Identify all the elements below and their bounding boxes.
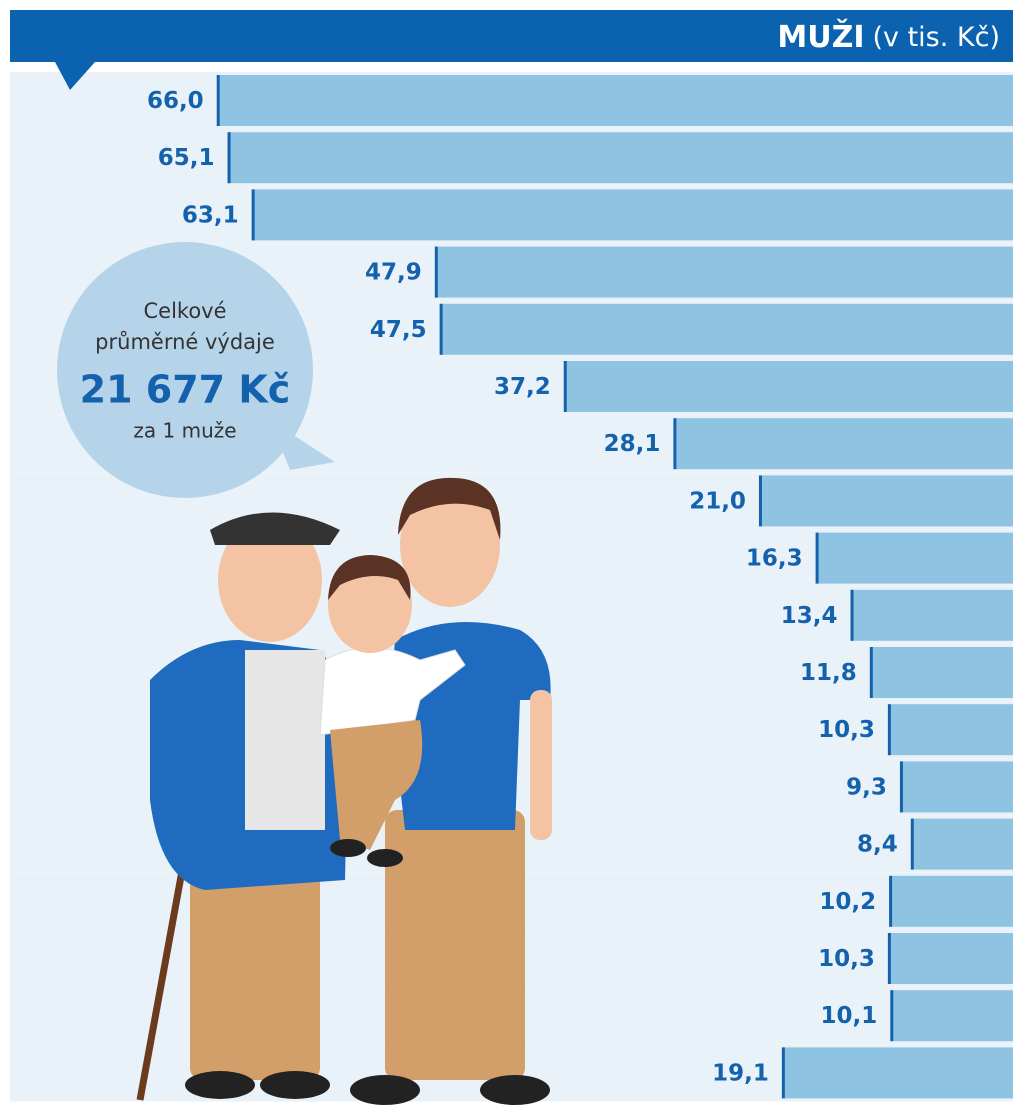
- bar: [759, 475, 1013, 527]
- bar-edge: [673, 418, 677, 470]
- bar-edge: [850, 589, 854, 641]
- value-label: 10,2: [819, 889, 876, 915]
- shoe: [260, 1071, 330, 1099]
- value-label: 10,1: [821, 1003, 878, 1029]
- shoe: [480, 1075, 550, 1105]
- value-label: 13,4: [781, 603, 838, 629]
- bar: [891, 990, 1013, 1042]
- bar-edge: [869, 647, 873, 698]
- bar: [816, 532, 1013, 584]
- bar-edge: [439, 303, 443, 355]
- bar: [870, 647, 1013, 698]
- value-label: 11,8: [800, 660, 857, 686]
- value-label: 8,4: [857, 832, 898, 858]
- bar: [674, 418, 1013, 470]
- value-label: 66,0: [147, 88, 204, 114]
- shoe: [350, 1075, 420, 1105]
- bar-edge: [889, 875, 893, 927]
- bars: 66,0 65,1 63,1 47,9 47,5 37,2 28,1 21,0 16,3 13,4…: [147, 75, 1013, 1099]
- shirt: [245, 650, 325, 830]
- bar: [890, 875, 1013, 927]
- bar-edge: [815, 532, 819, 584]
- subtitle: (v tis. Kč): [873, 22, 1001, 53]
- bar-edge: [227, 132, 231, 184]
- trousers: [385, 810, 525, 1080]
- bar-edge: [563, 361, 567, 412]
- bar: [782, 1047, 1013, 1099]
- value-label: 16,3: [746, 546, 803, 572]
- bar-edge: [781, 1047, 785, 1099]
- bar-edge: [910, 818, 914, 870]
- bar-edge: [887, 704, 891, 756]
- child-shoe: [367, 849, 403, 867]
- bar: [911, 818, 1013, 870]
- callout: Celkové průměrné výdaje 21 677 Kč za 1 m…: [57, 242, 335, 498]
- bar: [564, 361, 1013, 412]
- callout-line: Celkové: [143, 299, 226, 323]
- title: MUŽI: [777, 19, 864, 55]
- bar: [888, 933, 1013, 984]
- value-label: 37,2: [494, 374, 551, 400]
- bar-edge: [758, 475, 762, 527]
- bar-edge: [887, 933, 891, 984]
- bar: [228, 132, 1013, 184]
- child-shirt: [319, 647, 466, 736]
- bar: [900, 761, 1013, 813]
- bar-edge: [251, 189, 255, 241]
- callout-tail: [270, 420, 335, 470]
- child-trousers: [330, 720, 423, 850]
- callout-line: průměrné výdaje: [95, 330, 275, 354]
- bar-edge: [434, 246, 438, 298]
- value-label: 10,3: [818, 717, 875, 743]
- bar: [888, 704, 1013, 756]
- callout-bubble: [57, 242, 313, 498]
- header-title: MUŽI (v tis. Kč): [777, 19, 1000, 55]
- bar-edge: [890, 990, 894, 1042]
- bar: [851, 589, 1013, 641]
- value-label: 21,0: [689, 488, 746, 514]
- shoe: [185, 1071, 255, 1099]
- bar: [217, 75, 1013, 126]
- bar: [252, 189, 1013, 241]
- value-label: 63,1: [182, 202, 239, 228]
- child-shoe: [330, 839, 366, 857]
- bar-edge: [899, 761, 903, 813]
- value-label: 47,9: [365, 260, 422, 286]
- child-hair: [328, 555, 411, 600]
- head: [218, 518, 322, 642]
- illustration: [136, 477, 552, 1105]
- bar-edge: [216, 75, 220, 126]
- callout-line: za 1 muže: [133, 419, 236, 443]
- hair: [398, 477, 501, 540]
- trousers: [190, 870, 320, 1080]
- head: [400, 483, 500, 607]
- arm: [530, 690, 552, 840]
- bar: [440, 303, 1013, 355]
- value-label: 9,3: [846, 774, 887, 800]
- value-label: 47,5: [370, 317, 427, 343]
- value-label: 28,1: [604, 431, 661, 457]
- bar: [435, 246, 1013, 298]
- value-label: 19,1: [712, 1060, 769, 1086]
- header-pointer: [55, 62, 95, 90]
- value-label: 10,3: [818, 946, 875, 972]
- cap: [210, 512, 340, 545]
- callout-amount: 21 677 Kč: [80, 368, 291, 412]
- value-label: 65,1: [158, 145, 215, 171]
- header-band: [10, 10, 1013, 62]
